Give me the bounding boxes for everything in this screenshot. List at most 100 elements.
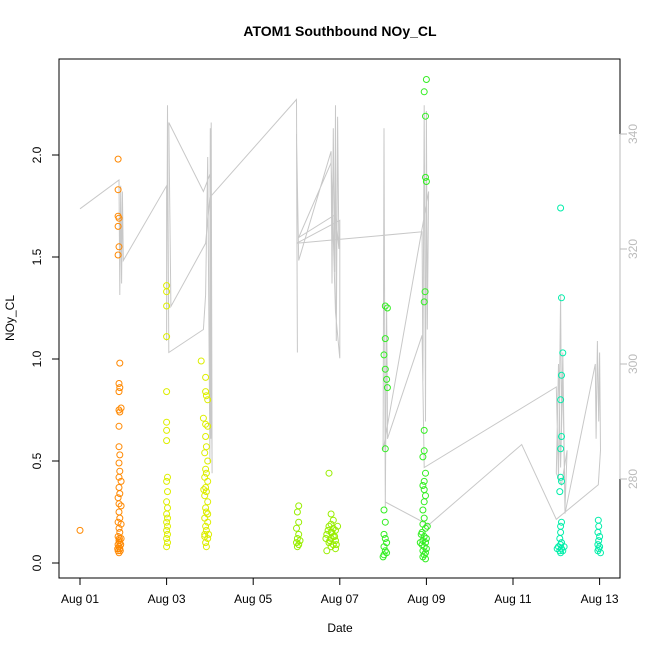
- data-point: [115, 443, 123, 451]
- data-point: [334, 522, 342, 530]
- data-point: [559, 349, 567, 357]
- data-point: [420, 298, 428, 306]
- data-point: [117, 477, 125, 485]
- data-point: [202, 543, 210, 551]
- data-point: [201, 449, 209, 457]
- data-point: [420, 486, 428, 494]
- data-point: [594, 516, 602, 524]
- data-point: [204, 498, 212, 506]
- data-point: [163, 302, 171, 310]
- data-point: [558, 477, 565, 485]
- data-point: [420, 498, 428, 506]
- data-point: [419, 453, 427, 461]
- data-point: [202, 433, 210, 440]
- data-point: [202, 469, 210, 477]
- data-point: [416, 539, 424, 547]
- data-point: [422, 178, 430, 185]
- data-point: [116, 384, 124, 392]
- data-point: [202, 392, 210, 400]
- data-point: [329, 541, 337, 549]
- data-point: [202, 504, 210, 512]
- data-point: [204, 422, 212, 430]
- x-tick-label: Aug 01: [61, 592, 99, 606]
- data-point: [115, 484, 123, 491]
- chart-title: ATOM1 Southbound NOy_CL: [243, 23, 437, 39]
- data-point: [381, 518, 389, 526]
- data-point: [199, 414, 207, 422]
- data-point: [202, 443, 210, 451]
- y-tick-label: 1.5: [30, 248, 44, 265]
- data-point: [323, 547, 331, 555]
- data-point: [164, 488, 171, 496]
- data-point: [296, 537, 304, 545]
- data-point: [420, 426, 428, 434]
- data-point: [293, 543, 301, 551]
- secondary-series-line: [79, 98, 602, 526]
- data-point: [329, 516, 337, 524]
- data-point: [295, 502, 303, 510]
- data-point: [164, 473, 171, 481]
- x-tick-label: Aug 03: [148, 592, 186, 606]
- data-point: [115, 524, 123, 532]
- data-point: [420, 477, 428, 485]
- data-point: [163, 535, 171, 542]
- data-point: [558, 371, 565, 379]
- y-tick-label: 0.5: [30, 452, 44, 469]
- data-point: [117, 502, 125, 510]
- data-point: [117, 520, 125, 528]
- data-point: [417, 530, 425, 538]
- data-point: [322, 535, 330, 542]
- data-point: [594, 528, 602, 536]
- data-point: [597, 549, 604, 557]
- x-tick-label: Aug 07: [321, 592, 359, 606]
- data-point: [558, 518, 565, 526]
- data-point: [202, 388, 210, 396]
- data-point: [115, 380, 123, 387]
- data-point: [557, 522, 565, 530]
- data-point: [200, 486, 208, 494]
- points-layer: [76, 76, 604, 563]
- data-point: [201, 533, 209, 540]
- data-point: [202, 508, 210, 516]
- data-point: [325, 469, 333, 477]
- data-point: [383, 375, 391, 383]
- y-axis-label: NOy_CL: [3, 295, 17, 341]
- data-point: [421, 288, 429, 296]
- data-point: [381, 302, 389, 310]
- data-point: [163, 437, 171, 445]
- data-point: [422, 535, 430, 542]
- secondary-y-tick-label: 340: [626, 124, 640, 144]
- data-point: [558, 433, 565, 440]
- data-point: [381, 445, 389, 453]
- x-axis-label: Date: [327, 621, 353, 635]
- secondary-y-tick-label: 320: [626, 239, 640, 259]
- data-point: [380, 506, 388, 514]
- data-point: [114, 155, 122, 163]
- data-point: [560, 543, 568, 551]
- data-point: [164, 504, 171, 512]
- data-point: [327, 510, 335, 518]
- data-point: [558, 294, 565, 302]
- data-point: [202, 420, 210, 428]
- secondary-y-tick-label: 300: [626, 354, 640, 374]
- data-point: [163, 288, 171, 296]
- data-point: [380, 543, 388, 551]
- data-point: [163, 333, 171, 341]
- data-point: [422, 112, 429, 120]
- data-point: [117, 404, 125, 412]
- data-point: [115, 459, 123, 467]
- data-point: [325, 522, 333, 530]
- data-point: [557, 204, 565, 212]
- data-point: [197, 357, 205, 365]
- data-point: [557, 528, 565, 536]
- data-point: [116, 408, 124, 416]
- data-point: [596, 533, 604, 540]
- data-point: [115, 508, 123, 516]
- data-point: [201, 514, 209, 522]
- data-point: [422, 173, 429, 181]
- data-point: [114, 251, 122, 259]
- data-point: [557, 473, 565, 481]
- data-point: [115, 388, 123, 396]
- data-point: [556, 488, 564, 496]
- data-point: [553, 545, 561, 553]
